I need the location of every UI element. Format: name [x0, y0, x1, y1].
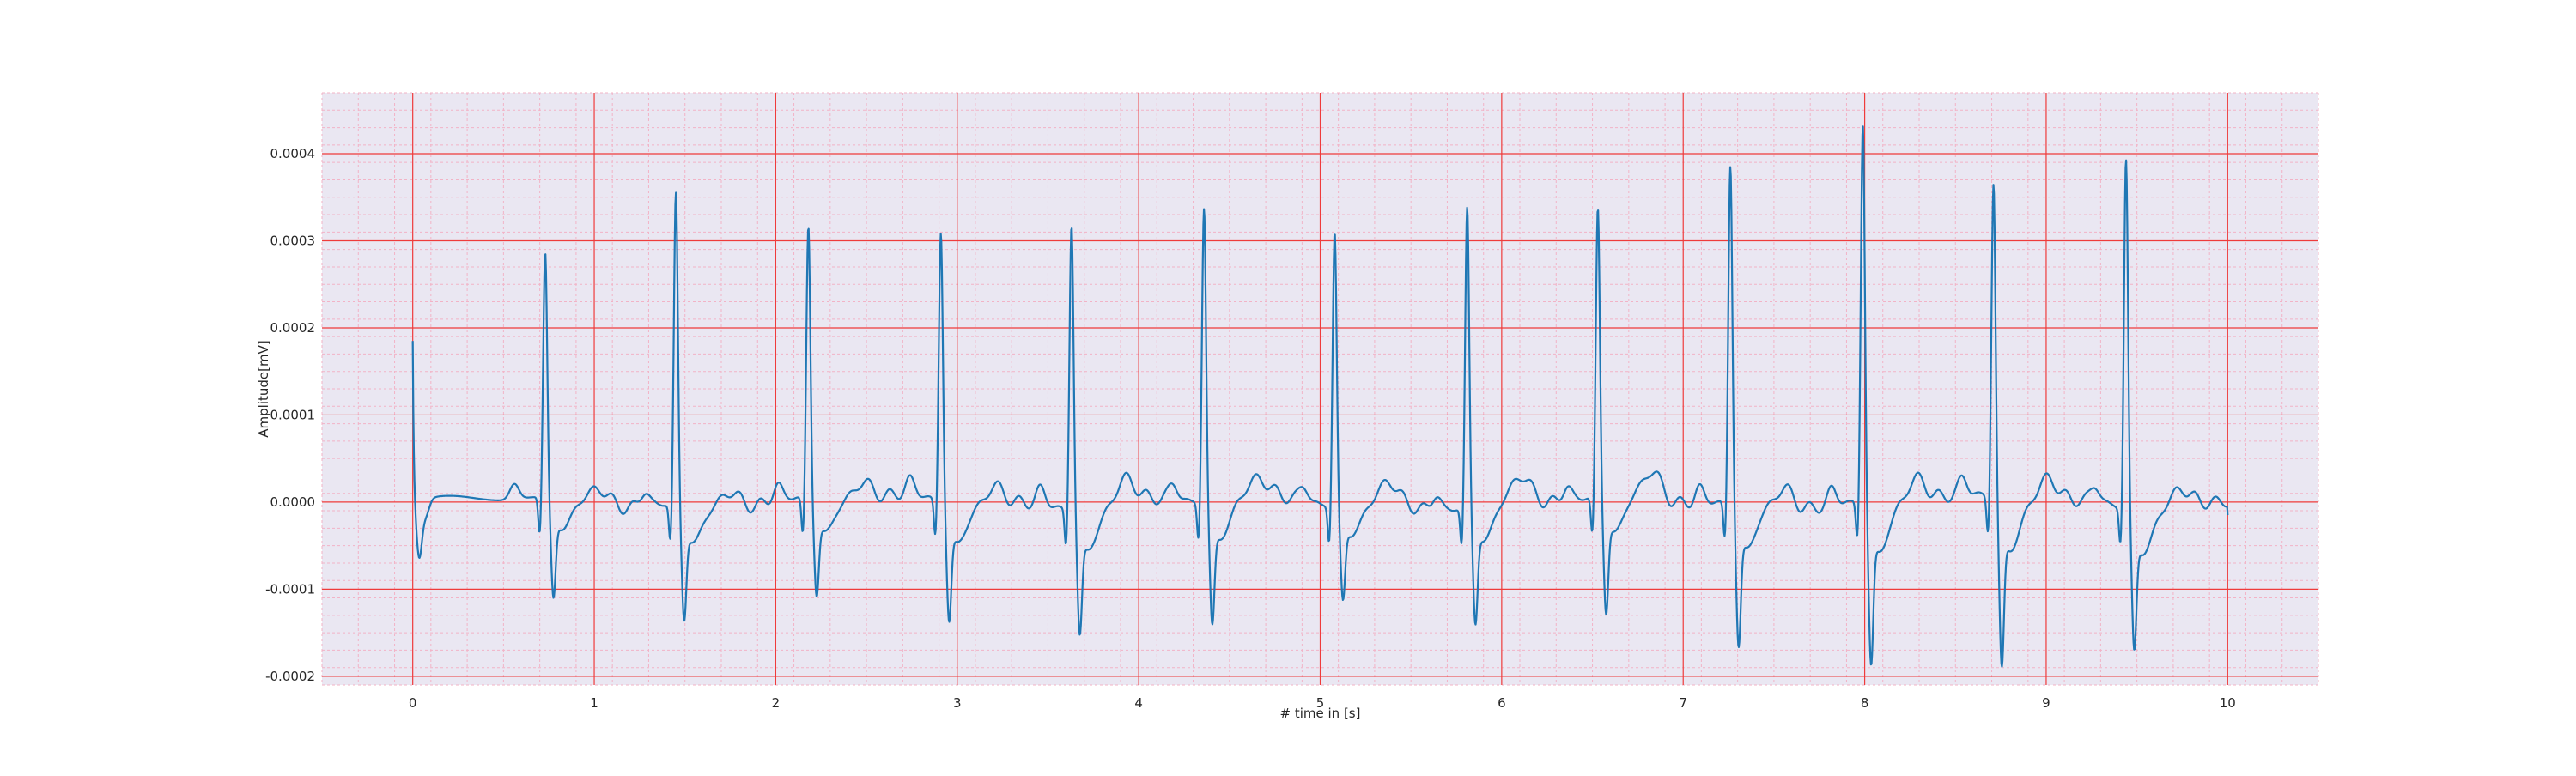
x-tick-label: 7 — [1679, 695, 1687, 711]
y-tick-label: -0.0001 — [265, 581, 315, 597]
y-tick-label: 0.0000 — [270, 494, 316, 510]
x-tick-label: 2 — [772, 695, 781, 711]
y-tick-label: 0.0003 — [270, 233, 316, 249]
x-tick-label: 3 — [953, 695, 962, 711]
y-tick-label: 0.0002 — [270, 320, 316, 336]
x-tick-label: 6 — [1498, 695, 1506, 711]
x-tick-label: 8 — [1861, 695, 1869, 711]
y-axis-label: Amplitude[mV] — [256, 340, 271, 437]
y-tick-label: 0.0001 — [270, 407, 316, 422]
x-tick-label: 9 — [2042, 695, 2050, 711]
series-line — [411, 125, 2229, 668]
x-tick-label: 4 — [1134, 695, 1143, 711]
x-tick-labels: 0 1 2 3 4 5 6 7 8 9 10 — [409, 695, 2236, 711]
x-tick-label: 10 — [2220, 695, 2236, 711]
x-tick-label: 1 — [590, 695, 598, 711]
minor-grid — [321, 92, 2319, 686]
y-tick-label: 0.0004 — [270, 146, 316, 161]
x-tick-label: 0 — [409, 695, 417, 711]
x-tick-label: 5 — [1316, 695, 1325, 711]
y-tick-label: -0.0002 — [265, 669, 315, 684]
y-tick-labels: -0.0002 -0.0001 0.0000 0.0001 0.0002 0.0003 0.… — [265, 146, 315, 684]
x-axis-label: # time in [s] — [1280, 706, 1361, 721]
